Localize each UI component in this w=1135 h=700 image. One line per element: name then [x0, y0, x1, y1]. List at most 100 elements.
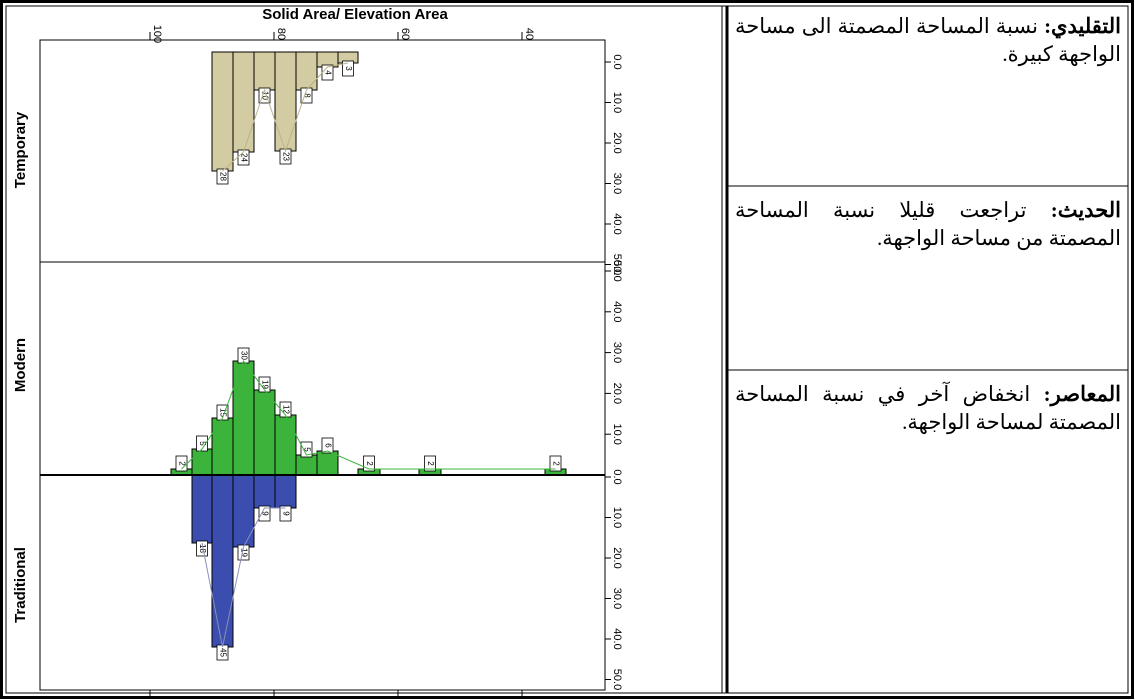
description-text-traditional: نسبة المساحة المصمتة الى مساحة الواجهة ك… [735, 14, 1121, 66]
series-line-temporary [222, 62, 349, 172]
bar-label-modern-7: 6 [323, 443, 332, 448]
y-tick-label-traditional-2: 20.0 [611, 547, 623, 568]
bar-label-box-modern-7 [321, 437, 334, 454]
bar-modern-4 [253, 389, 276, 476]
bar-label-temporary-1: 24 [239, 153, 248, 162]
bar-label-modern-2: 15 [218, 408, 227, 417]
y-tick-label-temporary-0: 0.0 [611, 54, 623, 69]
bar-label-box-modern-5 [279, 401, 292, 418]
bar-label-temporary-3: 23 [281, 152, 290, 161]
y-tick-label-modern-5: 50.0 [611, 260, 623, 281]
x-tick-label-1: 80 [275, 28, 287, 40]
y-tick-label-temporary-4: 40.0 [611, 213, 623, 234]
bar-label-temporary-5: 4 [323, 70, 332, 75]
bar-modern-2 [211, 417, 234, 476]
bar-label-modern-9: 2 [426, 461, 435, 466]
chart-axes: 100 80 60 400.010.020.030.040.050.010.020.0… [149, 25, 623, 697]
bar-label-modern-8: 2 [365, 461, 374, 466]
panel-label-modern: Modern [12, 338, 29, 392]
y-tick-label-temporary-3: 30.0 [611, 173, 623, 194]
y-tick-label-temporary-2: 20.0 [611, 132, 623, 153]
description-modern: الحديث: تراجعت قليلا نسبة المساحة المصمت… [733, 196, 1125, 252]
bar-traditional-4 [274, 474, 297, 509]
bar-label-box-modern-3 [237, 347, 250, 364]
bar-modern-5 [274, 414, 297, 476]
bar-label-modern-0: 2 [177, 461, 186, 466]
panel-label-temporary: Temporary [12, 111, 29, 188]
bar-label-modern-1: 5 [198, 441, 207, 446]
bar-label-box-modern-2 [216, 404, 229, 421]
bar-label-modern-3: 30 [239, 351, 248, 360]
chart-bars [40, 51, 605, 648]
y-tick-label-modern-1: 10.0 [611, 423, 623, 444]
bar-label-box-temporary-4 [300, 87, 313, 104]
bar-label-box-traditional-3 [258, 505, 271, 522]
y-tick-label-traditional-3: 30.0 [611, 588, 623, 609]
bar-traditional-2 [232, 474, 255, 548]
bar-label-box-traditional-2 [237, 544, 250, 561]
bar-label-box-traditional-0 [196, 540, 208, 557]
y-tick-label-modern-3: 30.0 [611, 342, 623, 363]
bar-label-traditional-0: 18 [198, 544, 207, 553]
bar-temporary-2 [253, 51, 276, 91]
bar-label-box-temporary-6 [342, 60, 354, 77]
bar-label-temporary-0: 28 [218, 172, 227, 181]
bar-modern-3 [232, 360, 255, 476]
bar-label-modern-10: 2 [551, 461, 560, 466]
bar-temporary-1 [232, 51, 255, 153]
bar-label-box-temporary-2 [258, 87, 271, 104]
plot-frame [39, 39, 606, 691]
inner-border [5, 5, 1129, 694]
y-tick-label-temporary-5: 50.0 [611, 254, 623, 275]
bar-label-box-modern-1 [196, 435, 208, 452]
description-term-traditional: التقليدي: [1044, 14, 1121, 38]
bar-label-temporary-6: 3 [344, 66, 353, 71]
bar-label-box-modern-10 [549, 455, 562, 472]
bar-modern-6 [295, 454, 318, 476]
panel-label-traditional: Traditional [12, 547, 29, 623]
description-text-contemporary: انخفاض آخر في نسبة المساحة المصمتة لمساح… [735, 382, 1121, 434]
bar-label-modern-6: 5 [302, 447, 311, 452]
description-term-modern: الحديث: [1050, 198, 1121, 222]
x-tick-label-0: 100 [151, 25, 163, 43]
bar-label-box-traditional-4 [279, 505, 292, 522]
bar-temporary-3 [274, 51, 297, 152]
bar-label-traditional-4: 9 [281, 511, 290, 516]
bar-label-temporary-2: 10 [260, 91, 269, 100]
description-term-contemporary: المعاصر: [1043, 382, 1121, 406]
bar-label-box-modern-9 [424, 455, 436, 472]
description-contemporary: المعاصر: انخفاض آخر في نسبة المساحة المص… [733, 380, 1125, 436]
bar-label-box-temporary-0 [216, 168, 229, 185]
bar-label-temporary-4: 8 [302, 93, 311, 98]
y-tick-label-traditional-5: 50.0 [611, 669, 623, 690]
y-tick-label-traditional-4: 40.0 [611, 628, 623, 649]
bar-label-box-modern-4 [258, 376, 271, 393]
series-line-modern [181, 359, 556, 470]
bar-label-box-modern-8 [363, 455, 375, 472]
bar-temporary-4 [295, 51, 318, 91]
y-tick-label-modern-4: 40.0 [611, 301, 623, 322]
bar-label-box-modern-6 [300, 441, 313, 458]
bar-label-traditional-1: 45 [218, 648, 227, 657]
bar-modern-1 [191, 448, 213, 476]
bar-traditional-1 [211, 474, 234, 648]
bar-label-box-temporary-3 [279, 148, 292, 165]
x-tick-label-3: 40 [523, 28, 535, 40]
y-tick-label-modern-2: 20.0 [611, 383, 623, 404]
bar-label-modern-4: 19 [260, 380, 269, 389]
y-tick-label-traditional-0: 0.0 [611, 469, 623, 484]
x-tick-label-2: 60 [399, 28, 411, 40]
bar-temporary-0 [211, 51, 234, 172]
bar-label-modern-5: 12 [281, 405, 290, 414]
bar-label-traditional-3: 9 [260, 511, 269, 516]
bar-traditional-0 [191, 474, 213, 544]
description-traditional: التقليدي: نسبة المساحة المصمتة الى مساحة… [733, 12, 1125, 68]
bar-label-traditional-2: 19 [239, 548, 248, 557]
y-tick-label-temporary-1: 10.0 [611, 92, 623, 113]
chart-background [39, 39, 606, 691]
bar-traditional-3 [253, 474, 276, 509]
chart-title: Solid Area/ Elevation Area [262, 6, 448, 23]
